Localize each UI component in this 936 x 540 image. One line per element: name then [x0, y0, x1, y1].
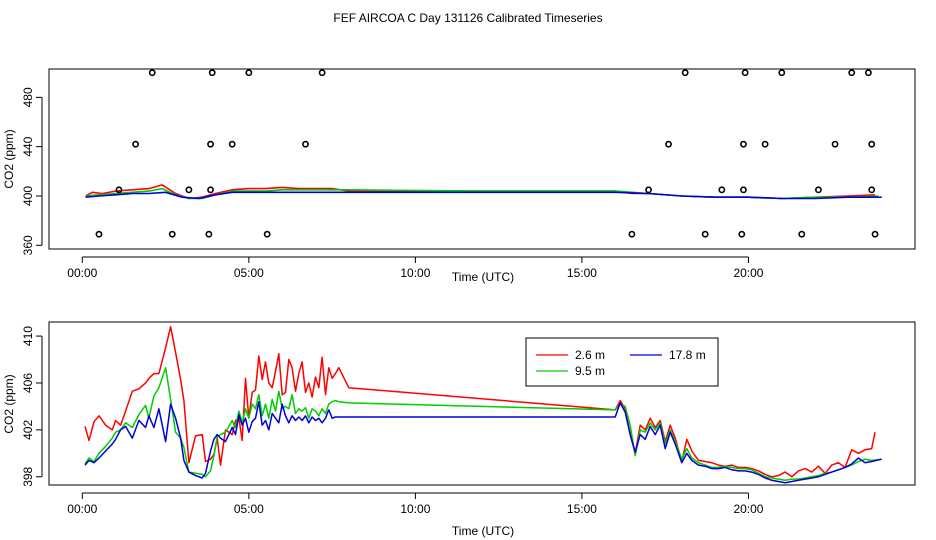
calibration-point [868, 186, 876, 194]
calibration-point [868, 140, 876, 148]
calibration-point [665, 140, 672, 148]
calibration-point [701, 230, 709, 238]
calibration-point [302, 140, 309, 148]
calibration-point [205, 230, 213, 238]
top-x-tick-label: 20:00 [733, 266, 763, 280]
bottom-y-tick-label: 398 [21, 466, 35, 486]
calibration-point [681, 69, 689, 77]
top-x-tick-label: 00:00 [67, 266, 97, 280]
chart-bottom: 00:00 05:00 10:00 15:00 20:00 398 402 406 410 T… [2, 321, 916, 538]
calibration-point [95, 230, 103, 238]
calibration-point [148, 69, 156, 77]
top-y-tick-label: 400 [21, 186, 35, 206]
bottom-x-axis-title: Time (UTC) [452, 524, 514, 538]
calibration-point [831, 140, 839, 148]
top-y-tick-label: 360 [21, 235, 35, 255]
bottom-y-tick-label: 410 [21, 326, 35, 346]
calibration-point [778, 69, 786, 77]
calibration-point [207, 186, 214, 194]
bottom-x-tick-label: 10:00 [400, 502, 430, 516]
top-x-axis: 00:00 05:00 10:00 15:00 20:00 [67, 256, 764, 280]
top-y-axis-title: CO2 (ppm) [2, 129, 16, 188]
bottom-series-9-5-m [84, 366, 882, 482]
calibration-point [798, 230, 806, 238]
calibration-point [628, 230, 636, 238]
calibration-point [864, 69, 872, 77]
top-calibration-points [95, 69, 879, 238]
calibration-point [761, 140, 769, 148]
calibration-point [132, 140, 139, 148]
bottom-series-17-8-m [84, 400, 882, 484]
top-y-tick-label: 480 [21, 87, 35, 107]
bottom-x-tick-label: 05:00 [234, 502, 264, 516]
calibration-point [815, 186, 822, 194]
plot-frame-top [48, 68, 916, 250]
legend: 2.6 m 9.5 m 17.8 m [525, 337, 719, 387]
legend-box [525, 337, 719, 387]
calibration-point [185, 186, 193, 194]
calibration-point [208, 69, 216, 77]
top-y-tick-label: 440 [21, 136, 35, 156]
bottom-x-tick-label: 20:00 [733, 502, 763, 516]
bottom-series-lines [84, 325, 882, 484]
legend-label-17-8m: 17.8 m [669, 348, 706, 362]
calibration-point [263, 230, 271, 238]
plot-frame-bottom [48, 321, 916, 486]
calibration-point [718, 186, 726, 194]
calibration-point [645, 186, 652, 194]
page-title: FEF AIRCOA C Day 131126 Calibrated Times… [333, 11, 602, 25]
calibration-point [168, 230, 176, 238]
calibration-point [740, 140, 747, 148]
bottom-x-tick-label: 00:00 [67, 502, 97, 516]
top-x-tick-label: 15:00 [567, 266, 597, 280]
calibration-point [871, 230, 879, 238]
bottom-x-tick-label: 15:00 [567, 502, 597, 516]
top-x-tick-label: 10:00 [400, 266, 430, 280]
top-y-axis: 360 400 440 480 [21, 87, 43, 255]
chart-top: 00:00 05:00 10:00 15:00 20:00 360 400 440 480 T… [2, 68, 916, 284]
top-series-17-8-m [85, 191, 882, 200]
bottom-y-axis: 398 402 406 410 [21, 326, 43, 487]
calibration-point [740, 186, 747, 194]
calibration-point [228, 140, 236, 148]
bottom-x-axis: 00:00 05:00 10:00 15:00 20:00 [67, 492, 764, 516]
calibration-point [245, 69, 253, 77]
bottom-series-2-6-m [84, 325, 876, 478]
calibration-point [115, 186, 123, 194]
calibration-point [207, 140, 214, 148]
top-x-axis-title: Time (UTC) [452, 270, 514, 284]
top-series-lines [85, 184, 882, 200]
legend-label-2-6m: 2.6 m [575, 348, 605, 362]
legend-label-9-5m: 9.5 m [575, 364, 605, 378]
bottom-y-tick-label: 402 [21, 420, 35, 440]
calibration-point [738, 230, 746, 238]
top-x-tick-label: 05:00 [234, 266, 264, 280]
bottom-y-axis-title: CO2 (ppm) [2, 374, 16, 433]
calibration-point [848, 69, 856, 77]
calibration-point [318, 69, 326, 77]
calibration-point [741, 69, 749, 77]
bottom-y-tick-label: 406 [21, 373, 35, 393]
